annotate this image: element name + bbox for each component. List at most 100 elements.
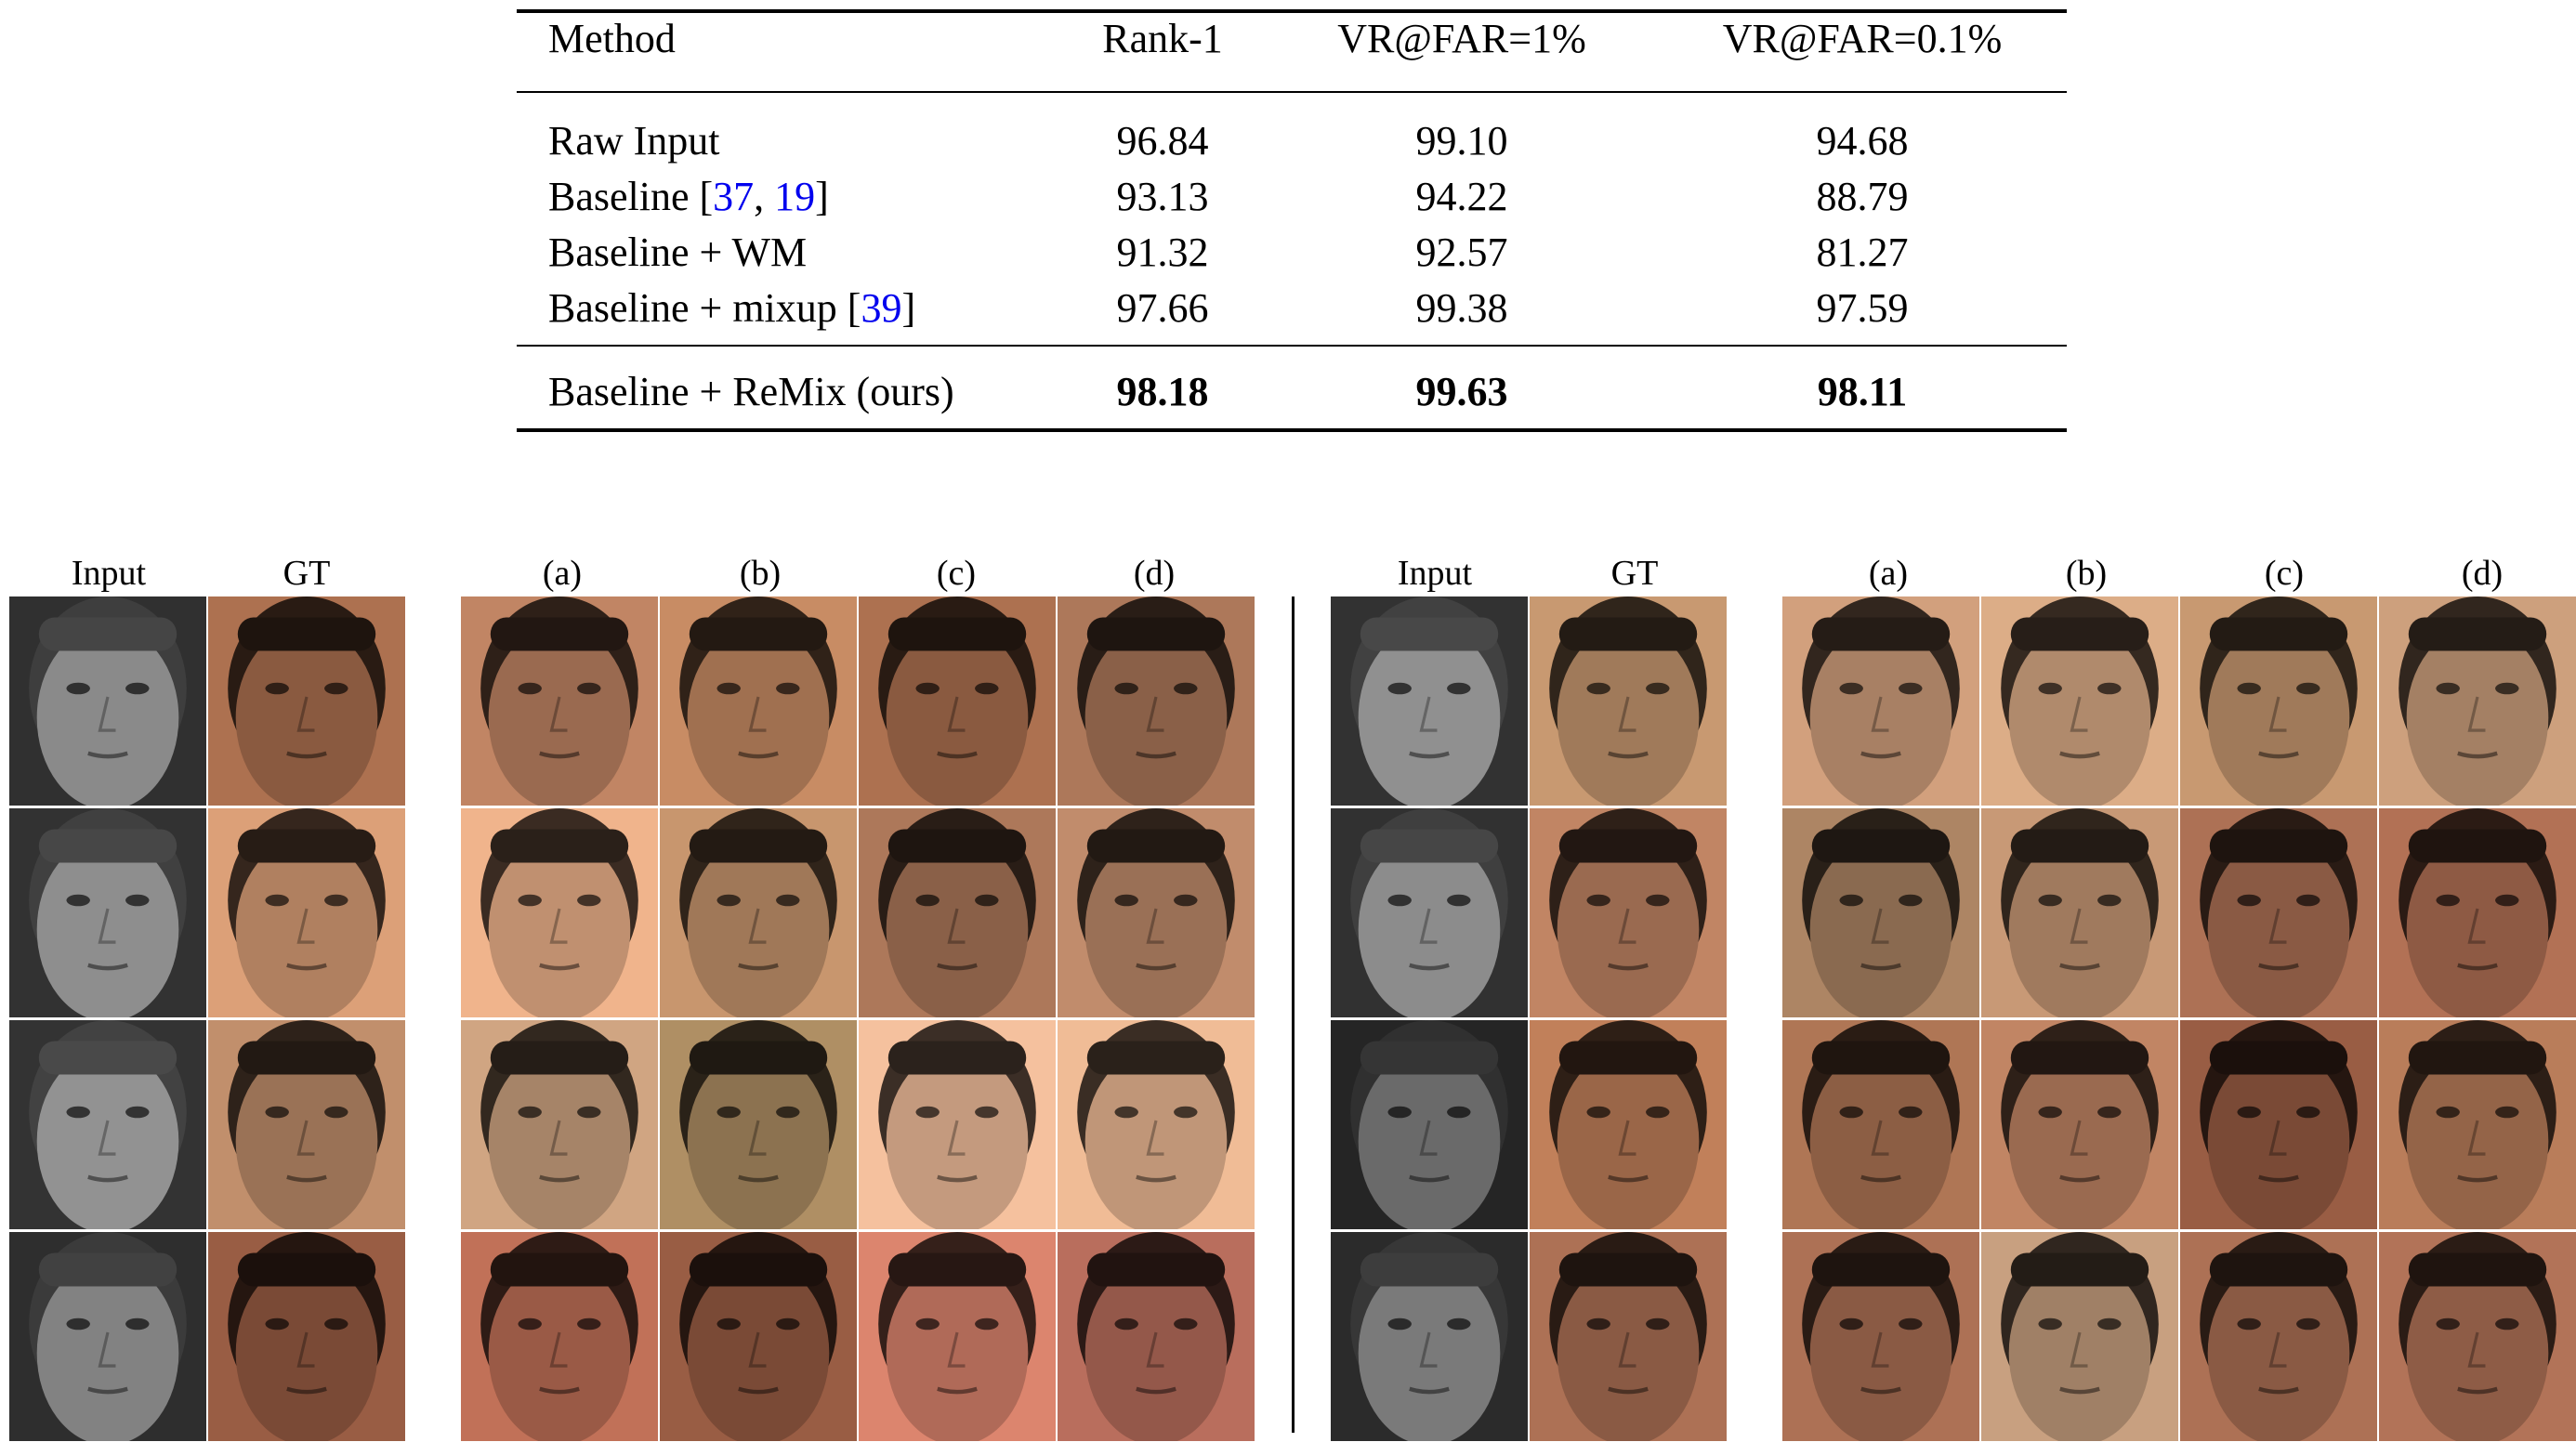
table-row: Baseline [37, 19] 93.13 94.22 88.79 <box>517 169 2067 225</box>
face-d-row-3 <box>1058 1020 1255 1229</box>
label-d-left: (d) <box>1133 554 1176 593</box>
table-row: Baseline + mixup [39] 97.66 99.38 97.59 <box>517 281 2067 336</box>
face-b-row-3 <box>660 1020 857 1229</box>
method-cell: Baseline + mixup [39] <box>548 285 916 331</box>
table-row: Baseline + ReMix (ours) 98.18 99.63 98.11 <box>517 364 2067 420</box>
face-gt-row-1 <box>1530 596 1727 806</box>
face-image <box>1331 596 1528 806</box>
label-input-left: Input <box>71 554 147 593</box>
table-top-rule <box>517 9 2067 13</box>
method-name: Baseline + ReMix (ours) <box>548 369 954 414</box>
face-gt-row-3 <box>208 1020 405 1229</box>
face-image <box>1981 1232 2178 1441</box>
table-bottom-rule <box>517 428 2067 432</box>
citation-link[interactable]: 37 <box>713 174 755 219</box>
left-results-panel <box>461 596 1255 1441</box>
face-comparison-figure: Input GT (a) (b) (c) (d) Input GT (a) (b) (c) (d) <box>0 548 2576 1442</box>
label-input-right: Input <box>1397 554 1473 593</box>
face-image <box>859 1232 1056 1441</box>
method-name: Baseline + mixup <box>548 285 837 331</box>
face-input-row-4 <box>9 1232 206 1441</box>
face-image <box>1981 1020 2178 1229</box>
face-image <box>2180 596 2377 806</box>
vr-far-01-cell: 97.59 <box>1816 285 1909 331</box>
citation-link[interactable]: 19 <box>774 174 816 219</box>
face-image <box>9 596 206 806</box>
face-a-row-2 <box>461 808 658 1017</box>
header-rank1: Rank-1 <box>1102 16 1223 61</box>
face-d-row-2 <box>1058 808 1255 1017</box>
face-image <box>208 596 405 806</box>
face-image <box>1981 596 2178 806</box>
left-input-gt-panel <box>9 596 405 1441</box>
vr-far-1-cell: 99.38 <box>1415 285 1508 331</box>
face-image <box>1530 1232 1727 1441</box>
rank1-cell: 96.84 <box>1116 118 1209 164</box>
face-image <box>2379 808 2576 1017</box>
label-c-right: (c) <box>2264 554 2305 593</box>
face-image <box>1331 1232 1528 1441</box>
face-a-row-3 <box>461 1020 658 1229</box>
rank1-cell: 97.66 <box>1116 285 1209 331</box>
face-gt-row-2 <box>208 808 405 1017</box>
face-image <box>1331 1020 1528 1229</box>
label-c-left: (c) <box>936 554 977 593</box>
method-name: Baseline <box>548 174 690 219</box>
face-image <box>2180 808 2377 1017</box>
face-b-row-2 <box>1981 808 2178 1017</box>
face-input-row-3 <box>9 1020 206 1229</box>
citation-link[interactable]: 39 <box>861 285 902 331</box>
face-gt-row-2 <box>1530 808 1727 1017</box>
table-row: Raw Input 96.84 99.10 94.68 <box>517 113 2067 169</box>
face-a-row-1 <box>461 596 658 806</box>
face-image <box>660 1232 857 1441</box>
right-input-gt-panel <box>1331 596 1727 1441</box>
table-header-rule <box>517 91 2067 93</box>
face-c-row-2 <box>2180 808 2377 1017</box>
face-input-row-1 <box>1331 596 1528 806</box>
face-c-row-2 <box>859 808 1056 1017</box>
face-image <box>461 1232 658 1441</box>
face-gt-row-4 <box>1530 1232 1727 1441</box>
method-cell: Baseline [37, 19] <box>548 174 829 219</box>
face-d-row-4 <box>2379 1232 2576 1441</box>
face-a-row-2 <box>1782 808 1979 1017</box>
label-a-right: (a) <box>1868 554 1909 593</box>
table-header-row: Method Rank-1 VR@FAR=1% VR@FAR=0.1% <box>517 11 2067 67</box>
vr-far-1-cell: 94.22 <box>1415 174 1508 219</box>
rank1-cell: 91.32 <box>1116 229 1209 275</box>
face-b-row-4 <box>660 1232 857 1441</box>
face-image <box>859 596 1056 806</box>
label-gt-left: GT <box>283 554 331 593</box>
face-image <box>1058 1020 1255 1229</box>
face-gt-row-3 <box>1530 1020 1727 1229</box>
face-image <box>2180 1020 2377 1229</box>
face-input-row-2 <box>9 808 206 1017</box>
face-image <box>2180 1232 2377 1441</box>
face-b-row-1 <box>1981 596 2178 806</box>
face-image <box>1530 808 1727 1017</box>
header-vr-far-01: VR@FAR=0.1% <box>1722 16 2003 61</box>
method-cell: Baseline + ReMix (ours) <box>548 364 954 420</box>
face-image <box>1058 1232 1255 1441</box>
vr-far-1-cell: 99.63 <box>1415 369 1508 414</box>
vr-far-1-cell: 99.10 <box>1415 118 1508 164</box>
label-b-left: (b) <box>739 554 782 593</box>
face-image <box>1530 1020 1727 1229</box>
face-c-row-4 <box>2180 1232 2377 1441</box>
face-a-row-4 <box>461 1232 658 1441</box>
face-image <box>9 1232 206 1441</box>
vr-far-01-cell: 98.11 <box>1817 369 1908 414</box>
face-input-row-2 <box>1331 808 1528 1017</box>
method-cell: Baseline + WM <box>548 225 807 281</box>
face-image <box>461 808 658 1017</box>
face-image <box>859 808 1056 1017</box>
face-gt-row-1 <box>208 596 405 806</box>
face-d-row-3 <box>2379 1020 2576 1229</box>
face-image <box>2379 1232 2576 1441</box>
header-method: Method <box>548 16 676 61</box>
method-name: Baseline + WM <box>548 229 808 275</box>
right-results-panel <box>1782 596 2576 1441</box>
face-c-row-4 <box>859 1232 1056 1441</box>
face-image <box>208 1020 405 1229</box>
